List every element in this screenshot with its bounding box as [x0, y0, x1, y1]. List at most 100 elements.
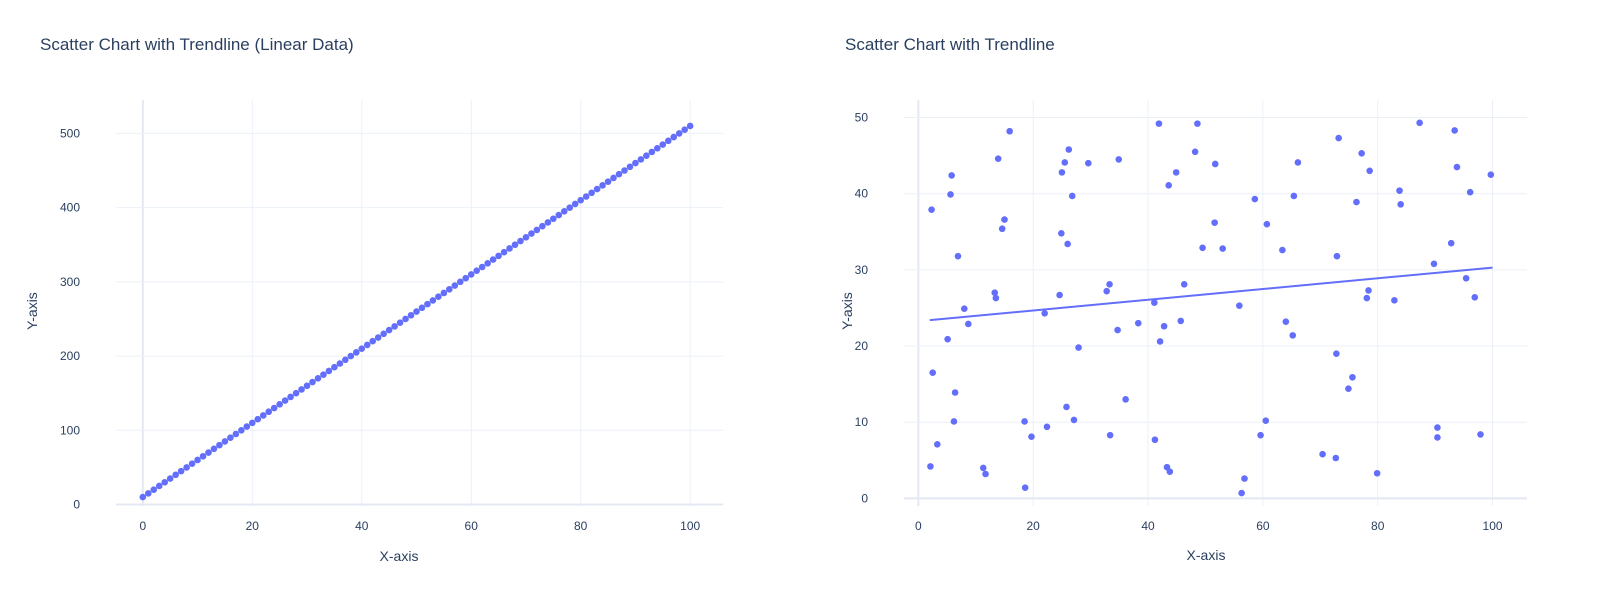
scatter-point	[1319, 450, 1326, 458]
scatter-point	[1345, 385, 1352, 392]
scatter-point	[254, 415, 262, 423]
scatter-point	[1151, 299, 1158, 306]
scatter-point	[522, 234, 530, 241]
scatter-point	[951, 389, 959, 396]
y-tick-label: 0	[861, 491, 868, 505]
scatter-point	[1263, 220, 1271, 228]
scatter-point	[1134, 319, 1142, 327]
y-tick-label: 10	[855, 415, 869, 429]
scatter-point	[309, 378, 316, 386]
x-tick-label: 0	[139, 519, 146, 533]
scatter-point	[1349, 373, 1356, 381]
scatter-point	[183, 464, 190, 471]
scatter-point	[484, 259, 491, 267]
x-tick-label: 60	[1256, 519, 1270, 533]
scatter-point	[994, 155, 1002, 162]
scatter-point	[1333, 350, 1340, 357]
scatter-point	[944, 335, 951, 343]
scatter-point	[325, 367, 333, 375]
scatter-point	[1041, 309, 1048, 317]
scatter-point	[1058, 230, 1065, 237]
scatter-point	[1236, 302, 1243, 309]
y-tick-label: 300	[60, 275, 80, 289]
scatter-point	[1070, 416, 1078, 424]
scatter-point	[927, 463, 934, 470]
y-tick-label: 200	[60, 349, 80, 363]
scatter-point	[462, 274, 470, 282]
gridlines	[116, 100, 723, 506]
scatter-point	[1290, 192, 1298, 200]
x-tick-label: 0	[915, 519, 922, 533]
scatter-point	[352, 349, 360, 356]
scatter-point	[276, 401, 283, 408]
scatter-point	[500, 248, 508, 256]
scatter-point	[950, 418, 958, 425]
scatter-point	[948, 172, 955, 179]
scatter-point	[654, 144, 661, 152]
scatter-point	[1103, 287, 1110, 295]
scatter-point	[992, 294, 1000, 302]
y-tick-label: 100	[60, 423, 80, 437]
scatter-point	[637, 156, 645, 163]
scatter-point	[1434, 434, 1441, 441]
random-scatter-trendline-chart: Scatter Chart with Trendline 0 20 40 60 80 10…	[839, 35, 1527, 563]
scatter-point	[1191, 148, 1199, 156]
scatter-point	[1172, 169, 1180, 176]
x-tick-label: 60	[465, 519, 479, 533]
scatter-point	[1043, 423, 1051, 431]
scatter-point	[1471, 293, 1479, 301]
scatter-point	[1199, 244, 1206, 252]
scatter-point	[1006, 127, 1013, 135]
scatter-point	[166, 475, 174, 482]
scatter-point	[451, 282, 459, 289]
x-axis-title: X-axis	[380, 548, 419, 564]
scatter-point	[998, 225, 1006, 233]
scatter-point	[446, 285, 453, 293]
scatter-point	[960, 305, 968, 313]
scatter-point	[407, 311, 415, 319]
scatter-point	[314, 375, 322, 382]
chart-title: Scatter Chart with Trendline	[845, 35, 1055, 54]
scatter-point	[194, 456, 201, 464]
scatter-point	[599, 182, 606, 189]
scatter-point	[1211, 219, 1218, 226]
scatter-point	[1332, 454, 1340, 462]
scatter-point	[347, 352, 355, 360]
scatter-point	[588, 189, 595, 197]
y-tick-label: 40	[855, 187, 869, 201]
scatter-point	[1262, 417, 1270, 424]
x-tick-label: 100	[1483, 519, 1503, 533]
scatter-point	[188, 460, 196, 467]
scatter-point	[1065, 146, 1073, 153]
scatter-point	[1396, 187, 1403, 194]
scatter-point	[1238, 489, 1245, 497]
scatter-point	[626, 163, 634, 171]
scatter-point	[979, 464, 987, 472]
scatter-point	[1434, 424, 1441, 431]
scatter-point	[199, 452, 207, 460]
scatter-point	[1477, 431, 1484, 438]
scatter-point	[593, 185, 601, 193]
scatter-point	[205, 449, 212, 456]
scatter-point	[429, 297, 437, 304]
scatter-point	[1166, 468, 1174, 476]
scatter-point	[517, 237, 524, 245]
scatter-point	[1063, 403, 1070, 411]
scatter-point	[1194, 120, 1201, 127]
y-tick-label: 30	[855, 263, 869, 277]
scatter-point	[1021, 418, 1028, 425]
scatter-point	[227, 434, 234, 442]
x-tick-label: 20	[246, 519, 260, 533]
trendline	[929, 266, 1493, 322]
scatter-point	[1115, 156, 1123, 163]
scatter-point	[1155, 120, 1163, 127]
scatter-point	[155, 482, 163, 490]
scatter-point	[139, 493, 147, 501]
scatter-point	[478, 263, 486, 271]
scatter-point	[954, 252, 962, 260]
scatter-point	[1453, 163, 1461, 171]
scatter-point	[1211, 160, 1219, 168]
scatter-point	[210, 445, 218, 453]
scatter-point	[632, 159, 639, 167]
scatter-point	[1180, 281, 1188, 288]
